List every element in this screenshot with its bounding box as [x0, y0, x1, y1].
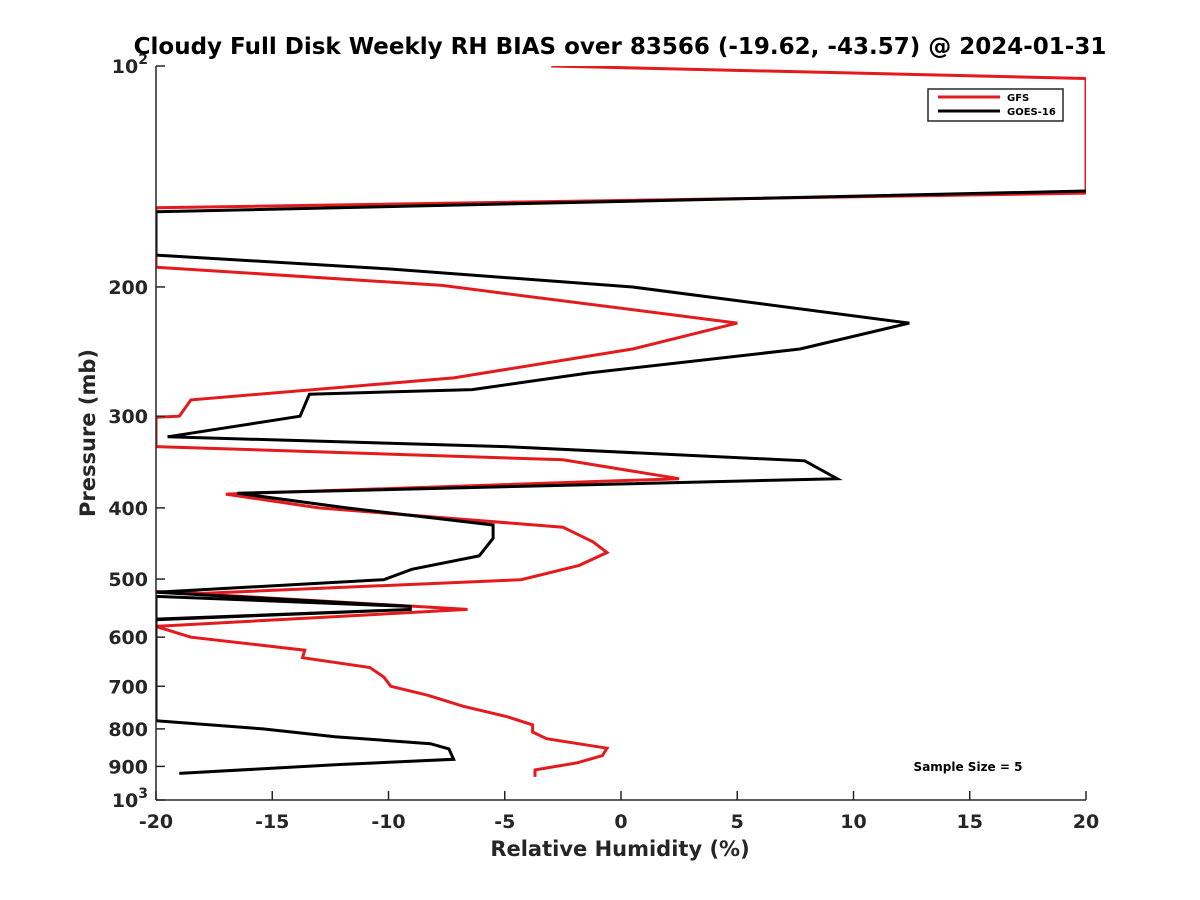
x-tick-label: 0	[614, 811, 627, 833]
x-tick-label: -5	[494, 811, 515, 833]
y-tick-label: 600	[108, 627, 148, 649]
y-tick-label: 400	[108, 498, 148, 520]
legend-label: GOES-16	[1007, 107, 1056, 118]
y-tick-label: 300	[108, 406, 148, 428]
y-tick-label: 200	[108, 277, 148, 299]
x-tick-label: 10	[840, 811, 866, 833]
y-tick-label: 900	[108, 756, 148, 778]
axes: -20 -15 -10 -5 0 5 10 15 20 102 200 300 400 500 600 700…	[108, 52, 1099, 833]
legend-box	[927, 88, 1064, 122]
series-line-gfs	[156, 66, 1086, 777]
plot-area	[156, 66, 1086, 777]
y-tick-label: 500	[108, 569, 148, 591]
x-tick-label: -15	[255, 811, 289, 833]
legend-label: GFS	[1007, 93, 1029, 104]
x-tick-label: -20	[139, 811, 173, 833]
y-axis-label: Pressure (mb)	[76, 349, 100, 517]
x-tick-label: 5	[731, 811, 744, 833]
y-tick-label: 103	[112, 786, 148, 812]
sample-size-annotation: Sample Size = 5	[914, 760, 1023, 774]
y-tick-label: 102	[112, 52, 148, 78]
y-tick-label: 800	[108, 719, 148, 741]
series-line-goes-16	[156, 189, 1086, 775]
x-tick-label: 15	[957, 811, 983, 833]
legend: GFS GOES-16	[927, 88, 1064, 122]
x-axis-label: Relative Humidity (%)	[490, 837, 749, 861]
x-tick-label: -10	[371, 811, 405, 833]
y-tick-label: 700	[108, 676, 148, 698]
chart-title: Cloudy Full Disk Weekly RH BIAS over 835…	[134, 34, 1107, 60]
x-tick-label: 20	[1073, 811, 1099, 833]
